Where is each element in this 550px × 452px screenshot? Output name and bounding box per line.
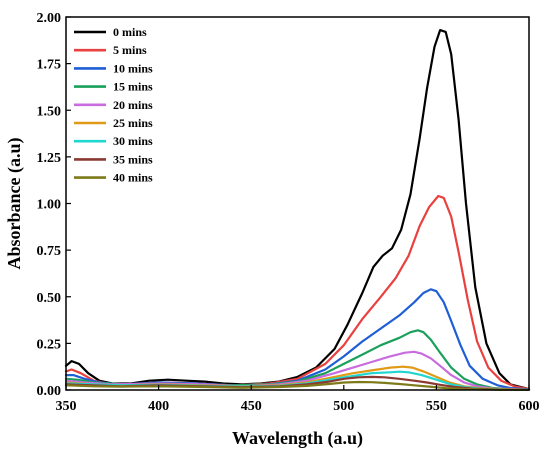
y-axis-title: Absorbance (a.u) [4, 137, 25, 269]
y-tick-label: 0.00 [37, 384, 62, 399]
x-tick-label: 550 [426, 399, 447, 414]
legend-label-1: 0 mins [113, 25, 147, 39]
legend-label-8: 35 mins [113, 152, 153, 166]
x-tick-label: 400 [148, 399, 169, 414]
y-tick-label: 0.75 [37, 244, 62, 259]
legend: 0 mins 5 mins 10 mins 15 mins 20 mins 25 mins… [74, 25, 153, 185]
series-line-2 [64, 194, 531, 391]
x-axis-title: Wavelength (a.u) [232, 428, 363, 449]
y-tick-label: 0.25 [37, 337, 62, 352]
series-layer [64, 29, 531, 391]
x-tick-label: 600 [519, 399, 540, 414]
y-tick-label: 1.00 [37, 198, 62, 213]
ticks-layer: 350 400 450 500 550 600 0.00 0.25 0.50 0.75 1.00 1.… [37, 11, 540, 414]
y-tick-label: 2.00 [37, 11, 62, 26]
x-tick-label: 500 [333, 399, 354, 414]
legend-label-9: 40 mins [113, 171, 153, 185]
legend-label-6: 25 mins [113, 116, 153, 130]
series-line-9 [64, 380, 531, 391]
legend-label-4: 15 mins [113, 80, 153, 94]
legend-label-2: 5 mins [113, 43, 147, 57]
y-tick-label: 1.25 [37, 151, 62, 166]
y-tick-label: 0.50 [37, 291, 62, 306]
x-tick-label: 450 [241, 399, 262, 414]
legend-label-5: 20 mins [113, 98, 153, 112]
y-tick-label: 1.50 [37, 104, 62, 119]
y-tick-label: 1.75 [37, 58, 62, 73]
legend-label-3: 10 mins [113, 61, 153, 75]
x-tick-label: 350 [56, 399, 77, 414]
legend-label-7: 30 mins [113, 134, 153, 148]
